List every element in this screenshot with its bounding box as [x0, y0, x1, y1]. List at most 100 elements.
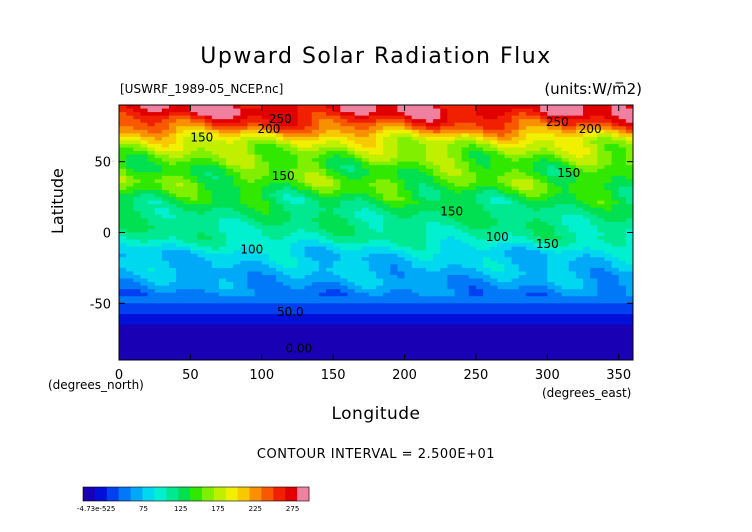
- field-cell: [518, 317, 527, 322]
- field-cell: [283, 200, 291, 205]
- field-cell: [625, 338, 633, 343]
- field-cell: [468, 243, 477, 248]
- field-cell: [311, 267, 320, 273]
- field-cell: [140, 349, 149, 354]
- field-cell: [304, 285, 313, 290]
- field-cell: [354, 232, 363, 237]
- field-cell: [204, 232, 213, 237]
- field-cell: [383, 168, 391, 173]
- field-cell: [618, 115, 627, 120]
- field-cell: [604, 105, 613, 110]
- field-cell: [475, 190, 484, 195]
- field-cell: [247, 126, 256, 131]
- field-cell: [461, 317, 470, 322]
- field-cell: [376, 278, 384, 283]
- field-cell: [561, 292, 570, 297]
- field-cell: [161, 310, 170, 315]
- field-cell: [447, 204, 456, 209]
- field-cell: [440, 236, 448, 241]
- field-cell: [318, 338, 327, 343]
- field-cell: [290, 345, 299, 350]
- field-cell: [397, 271, 406, 276]
- field-cell: [347, 282, 356, 287]
- field-cell: [147, 317, 156, 322]
- field-cell: [268, 119, 277, 124]
- field-cell: [383, 172, 391, 177]
- field-cell: [276, 147, 284, 152]
- field-cell: [554, 296, 563, 301]
- field-cell: [233, 190, 241, 195]
- field-cell: [475, 193, 484, 198]
- field-cell: [554, 179, 563, 184]
- field-cell: [425, 136, 434, 142]
- field-cell: [333, 147, 341, 152]
- field-cell: [561, 133, 570, 138]
- field-cell: [575, 282, 584, 287]
- field-cell: [240, 239, 249, 244]
- field-cell: [276, 313, 284, 319]
- field-cell: [611, 228, 620, 234]
- field-cell: [297, 158, 306, 163]
- field-cell: [511, 211, 520, 216]
- field-cell: [233, 246, 241, 251]
- field-cell: [490, 236, 498, 241]
- field-cell: [304, 143, 313, 149]
- field-cell: [204, 335, 213, 340]
- field-cell: [304, 133, 313, 138]
- field-cell: [147, 303, 156, 308]
- field-cell: [625, 275, 633, 280]
- field-cell: [561, 278, 570, 283]
- field-cell: [354, 246, 363, 251]
- field-cell: [418, 136, 427, 142]
- field-cell: [233, 282, 241, 287]
- field-cell: [233, 151, 241, 156]
- field-cell: [468, 136, 477, 142]
- field-cell: [333, 236, 341, 241]
- field-cell: [625, 278, 633, 283]
- field-cell: [518, 313, 527, 319]
- field-cell: [504, 122, 513, 127]
- field-cell: [147, 260, 156, 265]
- field-cell: [597, 275, 606, 280]
- field-cell: [126, 140, 134, 145]
- field-cell: [497, 179, 506, 184]
- field-cell: [318, 186, 327, 191]
- field-cell: [290, 122, 299, 127]
- field-cell: [276, 310, 284, 315]
- field-cell: [204, 239, 213, 244]
- field-cell: [490, 126, 498, 131]
- field-cell: [604, 331, 613, 336]
- field-cell: [411, 179, 420, 184]
- field-cell: [297, 328, 306, 333]
- field-cell: [511, 328, 520, 333]
- field-cell: [497, 221, 506, 227]
- field-cell: [247, 317, 256, 322]
- field-cell: [568, 264, 577, 269]
- field-cell: [425, 175, 434, 180]
- field-cell: [611, 275, 620, 280]
- field-cell: [525, 313, 534, 319]
- field-cell: [247, 108, 256, 113]
- field-cell: [540, 225, 548, 230]
- field-cell: [268, 218, 277, 223]
- field-cell: [397, 151, 406, 156]
- field-cell: [183, 151, 191, 156]
- field-cell: [119, 303, 127, 308]
- field-cell: [140, 282, 149, 287]
- field-cell: [326, 172, 334, 177]
- field-cell: [518, 260, 527, 265]
- field-cell: [168, 232, 177, 237]
- field-cell: [568, 207, 577, 212]
- field-cell: [204, 250, 213, 255]
- field-cell: [425, 225, 434, 230]
- field-cell: [233, 122, 241, 127]
- field-cell: [611, 211, 620, 216]
- field-cell: [361, 175, 370, 180]
- field-cell: [411, 193, 420, 198]
- field-cell: [561, 190, 570, 195]
- field-cell: [397, 200, 406, 205]
- field-cell: [204, 342, 213, 347]
- field-cell: [625, 179, 633, 184]
- field-cell: [575, 115, 584, 120]
- field-cell: [540, 143, 548, 149]
